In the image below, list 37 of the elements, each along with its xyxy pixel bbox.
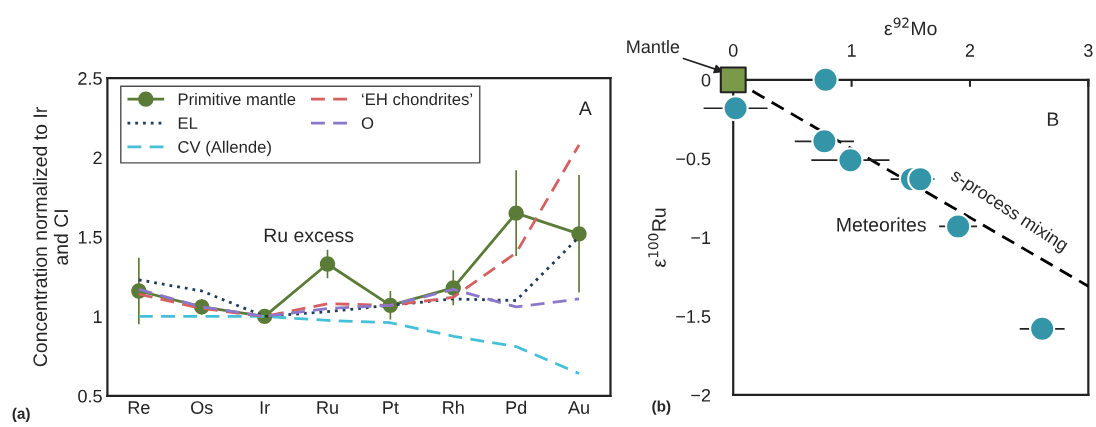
x-axis-title: ε$^{92}$Mo bbox=[884, 17, 937, 36]
x-tick-label: Re bbox=[128, 401, 150, 414]
x-tick-label: Pt bbox=[383, 401, 399, 414]
y-tick-label: 0.5 bbox=[78, 389, 102, 403]
y-tick-label: −1.5 bbox=[676, 310, 711, 323]
legend-label: Primitive mantle bbox=[178, 92, 296, 106]
legend-label: CV (Allende) bbox=[178, 140, 271, 157]
legend-label: O bbox=[361, 117, 374, 130]
y-tick-label: −0.5 bbox=[676, 152, 711, 166]
y-tick-label: 1 bbox=[93, 310, 102, 323]
x-tick-label: Rh bbox=[443, 400, 464, 414]
y-tick-label: −1 bbox=[691, 231, 711, 244]
x-tick-label: 3 bbox=[1084, 44, 1093, 57]
text: (b) bbox=[652, 400, 671, 415]
x-tick-label: 1 bbox=[847, 44, 856, 57]
annotation: A bbox=[578, 101, 592, 115]
y-tick-label: 1.5 bbox=[78, 231, 102, 244]
x-tick-label: 2 bbox=[965, 44, 975, 57]
annotation: Meteorites bbox=[837, 217, 926, 232]
x-tick-label: Au bbox=[568, 401, 589, 414]
text: (a) bbox=[12, 407, 30, 423]
y-tick-label: 0 bbox=[701, 73, 711, 87]
x-tick-label: Ru bbox=[317, 401, 338, 414]
y-axis-title: ε$^{100}$Ru bbox=[648, 208, 666, 267]
x-tick-label: 0 bbox=[728, 44, 738, 57]
y-tick-label: 2 bbox=[93, 151, 102, 165]
legend-label: ‘EH chondrites’ bbox=[362, 92, 473, 106]
annotation: B bbox=[1047, 112, 1059, 126]
x-tick-label: Pd bbox=[506, 400, 527, 414]
legend-label: EL bbox=[178, 117, 198, 129]
y-axis-title: Concentration normalized to Ir and CI bbox=[32, 107, 69, 367]
y-tick-label: −2 bbox=[691, 388, 711, 402]
x-tick-label: Ir bbox=[260, 401, 270, 414]
text: Mantle bbox=[627, 39, 680, 54]
annotation: Ru excess bbox=[264, 228, 354, 243]
y-tick-label: 2.5 bbox=[78, 72, 102, 85]
x-tick-label: Os bbox=[191, 401, 213, 414]
